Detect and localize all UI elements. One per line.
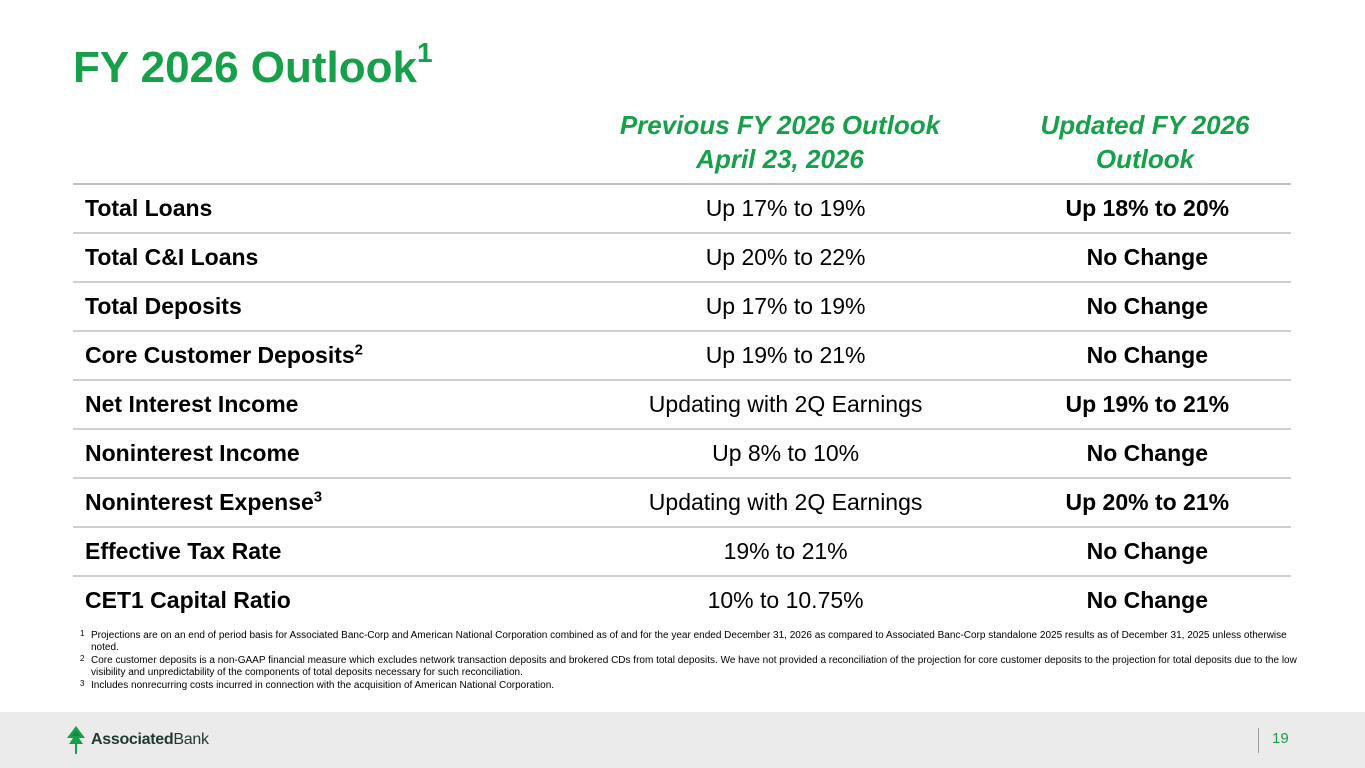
row-label: Effective Tax Rate <box>73 538 568 565</box>
table-row: Net Interest Income Updating with 2Q Ear… <box>73 381 1291 430</box>
updated-outlook-cell: Up 19% to 21% <box>1065 391 1230 417</box>
row-label-footnote: 3 <box>313 488 323 506</box>
row-label: Total Loans <box>73 195 568 222</box>
associated-bank-logo: AssociatedBank <box>64 724 209 756</box>
page-number: 19 <box>1272 730 1289 747</box>
row-label-text: Total Deposits <box>85 293 242 319</box>
associated-bank-tree-icon <box>64 725 88 755</box>
page-number-divider <box>1258 728 1259 753</box>
updated-outlook-cell: No Change <box>1086 440 1208 466</box>
page-title: FY 2026 Outlook1 <box>73 38 433 98</box>
footnote-number: 2 <box>80 653 85 663</box>
row-label-text: Total C&I Loans <box>85 244 259 270</box>
row-label-text: Total Loans <box>85 195 213 221</box>
row-label-text: Effective Tax Rate <box>85 538 282 564</box>
row-label-text: Core Customer Deposits <box>85 342 355 368</box>
footnote: 1 Projections are on an end of period bas… <box>80 629 1315 655</box>
previous-outlook-cell: Up 8% to 10% <box>712 440 860 466</box>
column-header-updated-line2: Outlook <box>1095 144 1195 174</box>
footnote-text: Core customer deposits is a non-GAAP fin… <box>91 654 1297 679</box>
table-row: Total C&I Loans Up 20% to 22% No Change <box>73 234 1291 283</box>
table-row: Noninterest Income Up 8% to 10% No Chang… <box>73 430 1291 479</box>
logo-wordmark: AssociatedBank <box>91 731 209 749</box>
row-label: Core Customer Deposits2 <box>73 342 568 369</box>
footnote-number: 1 <box>80 629 85 638</box>
row-label: Noninterest Income <box>73 440 568 467</box>
row-label: CET1 Capital Ratio <box>73 587 568 614</box>
table-row: Core Customer Deposits2 Up 19% to 21% No… <box>73 332 1291 381</box>
row-label-text: CET1 Capital Ratio <box>85 587 291 613</box>
logo-wordmark-regular: Bank <box>173 731 209 748</box>
updated-outlook-cell: Up 18% to 20% <box>1065 195 1230 221</box>
table-row: Noninterest Expense3 Updating with 2Q Ea… <box>73 479 1291 528</box>
updated-outlook-cell: No Change <box>1086 342 1208 368</box>
row-label: Total Deposits <box>73 293 568 320</box>
row-label: Total C&I Loans <box>73 244 568 271</box>
updated-outlook-cell: No Change <box>1086 587 1208 613</box>
column-header-previous-line1: Previous FY 2026 Outlook <box>619 110 941 140</box>
row-label-text: Noninterest Income <box>85 440 300 466</box>
footnotes: 1 Projections are on an end of period bas… <box>80 629 1315 692</box>
footnote-number: 3 <box>80 678 85 688</box>
footnote-text: Projections are on an end of period basi… <box>91 630 1287 654</box>
previous-outlook-cell: Up 17% to 19% <box>705 293 866 319</box>
table-row: Total Loans Up 17% to 19% Up 18% to 20% <box>73 185 1291 234</box>
title-footnote-marker: 1 <box>416 37 433 69</box>
row-label: Net Interest Income <box>73 391 568 418</box>
logo-wordmark-bold: Associated <box>91 731 174 748</box>
footnote: 2 Core customer deposits is a non-GAAP fi… <box>80 653 1315 680</box>
updated-outlook-cell: Up 20% to 21% <box>1065 489 1230 515</box>
previous-outlook-cell: 10% to 10.75% <box>707 587 864 613</box>
previous-outlook-cell: Updating with 2Q Earnings <box>648 391 923 417</box>
row-label-text: Net Interest Income <box>85 391 299 417</box>
footnote-text: Includes nonrecurring costs incurred in … <box>91 679 555 691</box>
row-label-text: Noninterest Expense <box>85 489 314 515</box>
row-label-footnote: 2 <box>354 341 364 359</box>
column-header-previous: Previous FY 2026 Outlook April 23, 2026 <box>560 108 1000 176</box>
table-row: CET1 Capital Ratio 10% to 10.75% No Chan… <box>73 577 1291 624</box>
previous-outlook-cell: 19% to 21% <box>723 538 848 564</box>
page-title-text: FY 2026 Outlook <box>73 43 417 92</box>
table-row: Total Deposits Up 17% to 19% No Change <box>73 283 1291 332</box>
previous-outlook-cell: Up 20% to 22% <box>705 244 866 270</box>
outlook-table: Total Loans Up 17% to 19% Up 18% to 20% … <box>73 183 1291 624</box>
updated-outlook-cell: No Change <box>1086 244 1208 270</box>
previous-outlook-cell: Up 17% to 19% <box>705 195 866 221</box>
updated-outlook-cell: No Change <box>1086 293 1208 319</box>
previous-outlook-cell: Updating with 2Q Earnings <box>648 489 923 515</box>
column-header-updated-line1: Updated FY 2026 <box>1040 110 1250 140</box>
column-header-updated: Updated FY 2026 Outlook <box>1000 108 1290 176</box>
previous-outlook-cell: Up 19% to 21% <box>705 342 866 368</box>
footer-bar: AssociatedBank 19 <box>0 712 1365 768</box>
table-row: Effective Tax Rate 19% to 21% No Change <box>73 528 1291 577</box>
updated-outlook-cell: No Change <box>1086 538 1208 564</box>
footnote: 3 Includes nonrecurring costs incurred in… <box>80 678 1315 692</box>
column-header-previous-line2: April 23, 2026 <box>696 144 864 174</box>
row-label: Noninterest Expense3 <box>73 489 568 516</box>
